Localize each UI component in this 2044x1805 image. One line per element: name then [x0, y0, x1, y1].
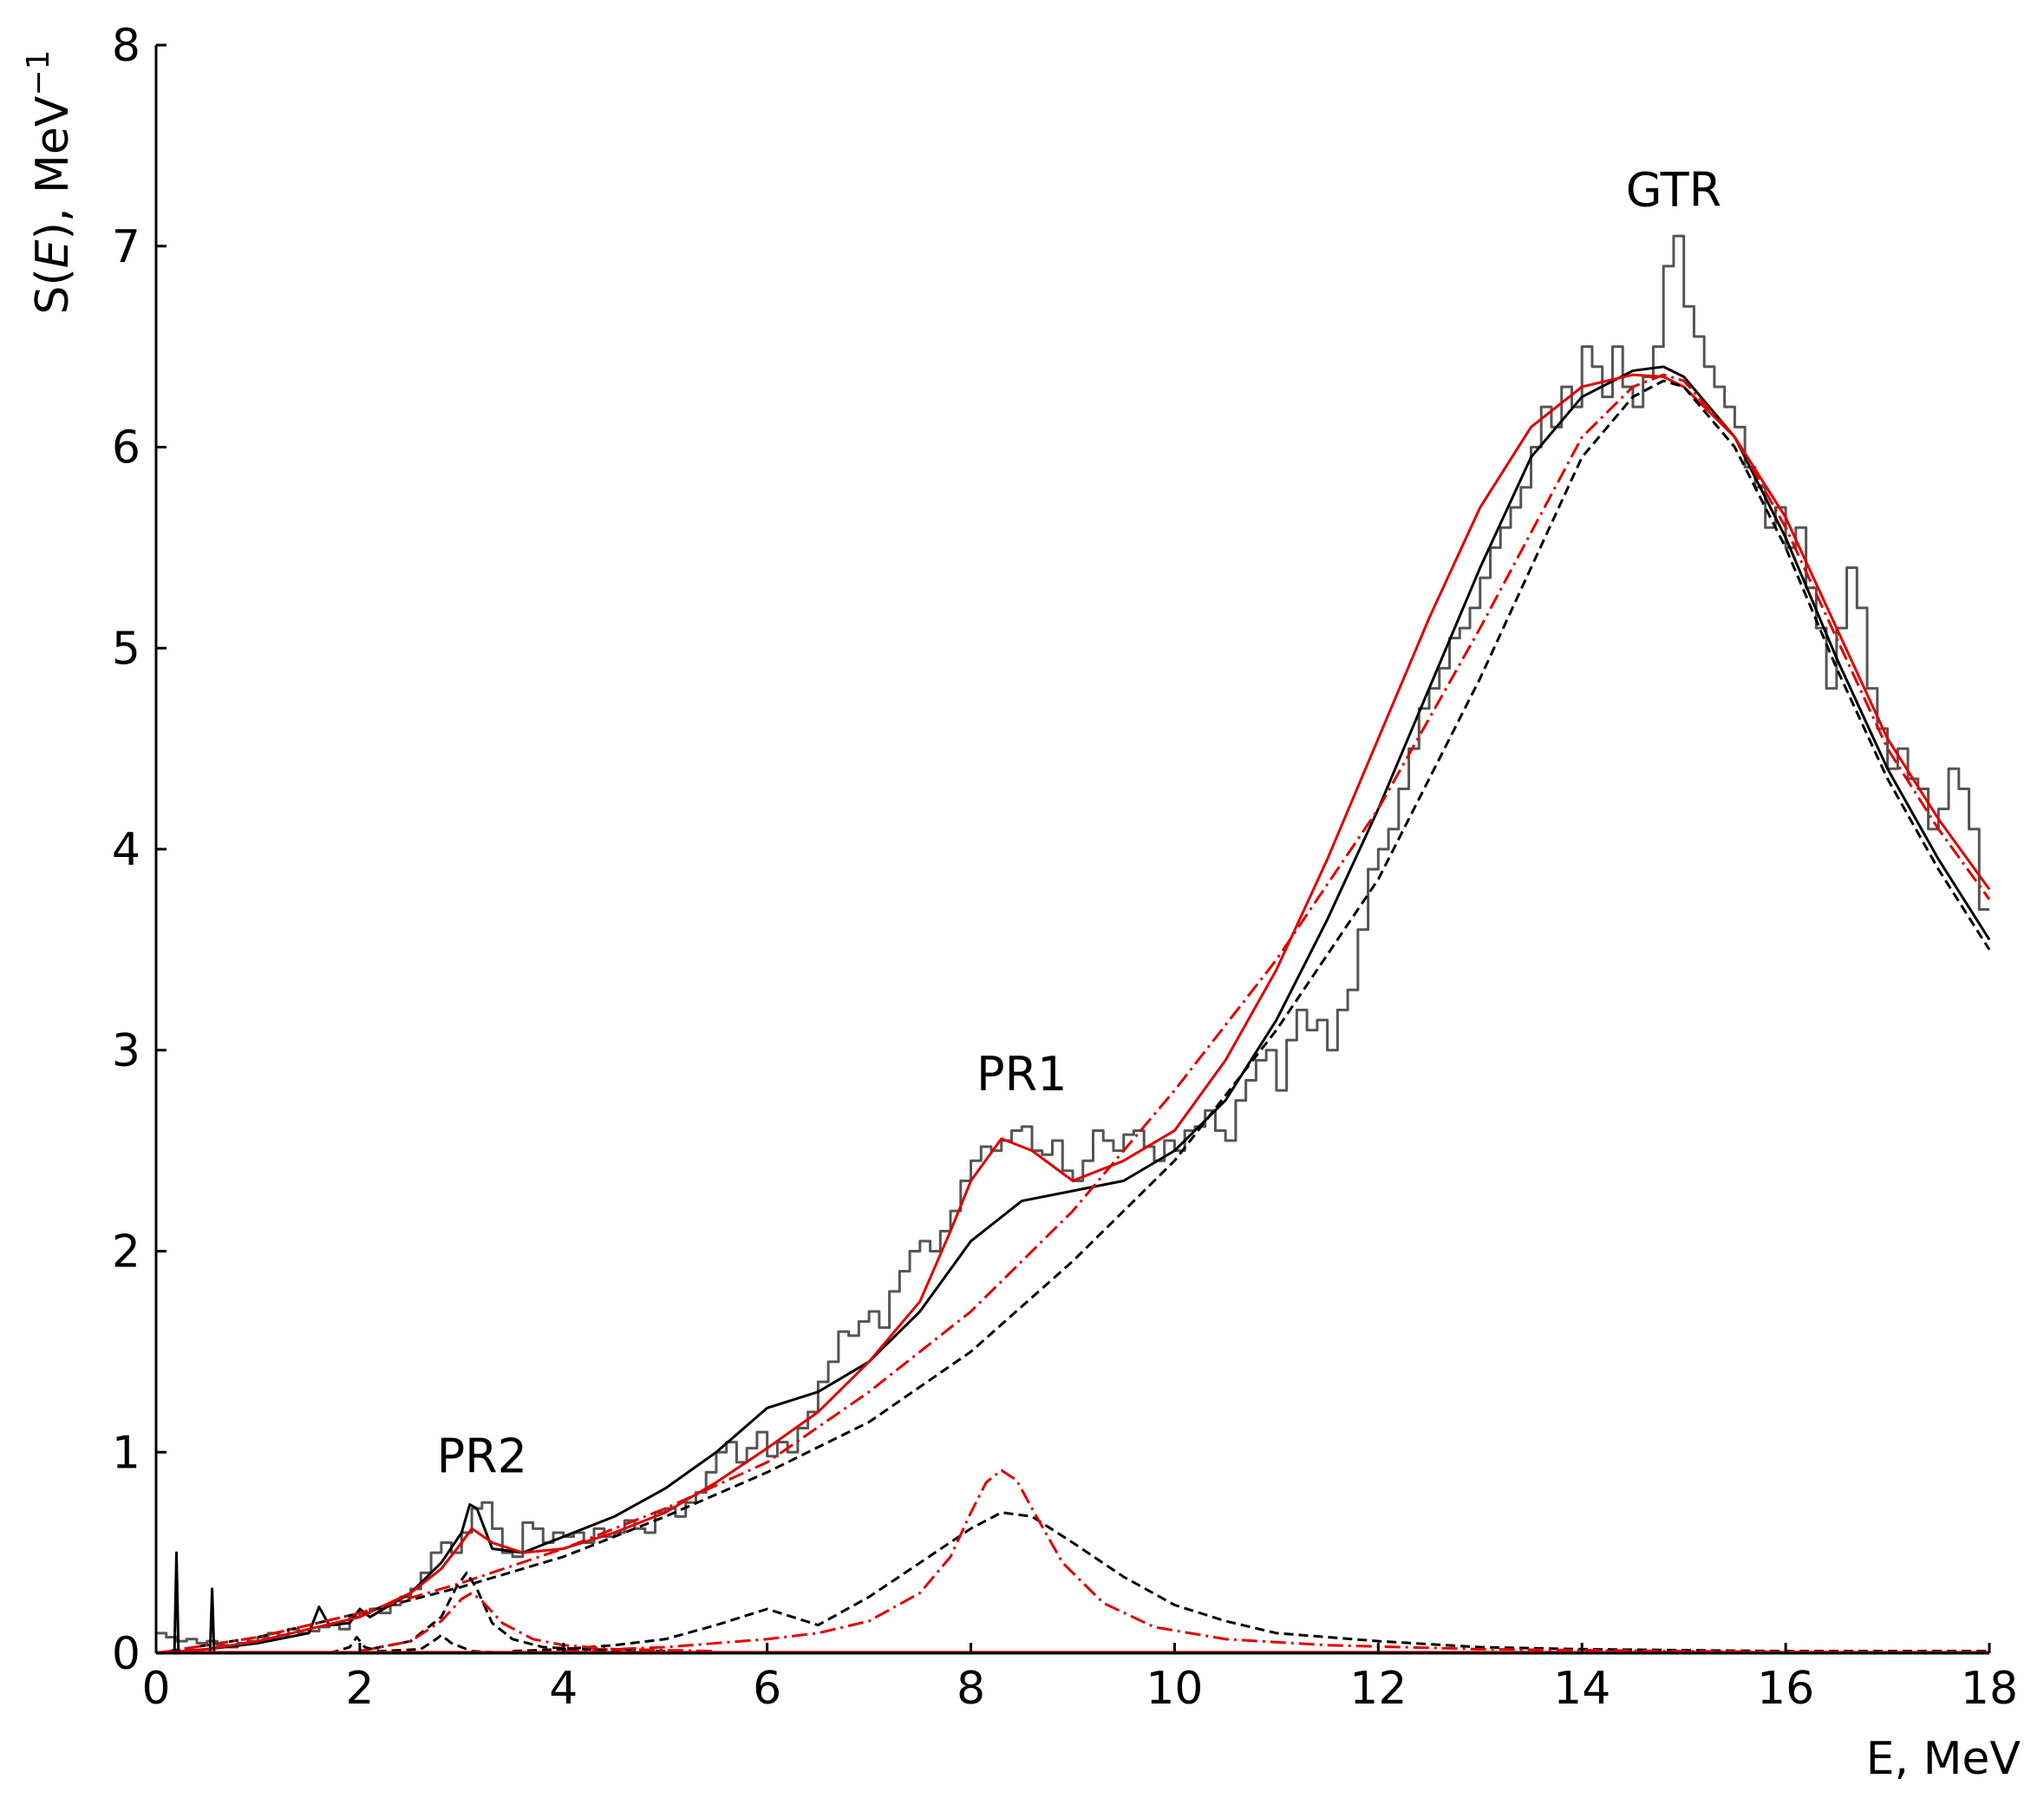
plot-area	[154, 234, 1991, 1655]
series-line-4	[155, 373, 1991, 1655]
series-line-0	[154, 234, 1989, 1653]
y-axis-label: S(E), MeV−1	[21, 49, 79, 314]
series-line-3	[155, 379, 1991, 1655]
x-tick-label: 10	[1146, 1663, 1203, 1715]
x-tick-label: 14	[1553, 1663, 1610, 1715]
y-axis-label-var: E	[27, 239, 79, 268]
annotations: GTR PR1 PR2	[437, 162, 1722, 1483]
series-line-7	[359, 1571, 666, 1653]
y-tick-label: 0	[112, 1628, 140, 1680]
series-line-1	[155, 365, 1991, 1655]
series-line-6	[563, 1468, 1990, 1655]
axes	[154, 45, 1989, 1655]
x-tick-label: 0	[141, 1663, 170, 1715]
x-axis-label: E, MeV	[1866, 1733, 2021, 1785]
y-ticks: 0 1 2 3 4 5 6 7 8	[112, 20, 167, 1680]
y-tick-label: 6	[112, 422, 140, 474]
annotation-label: PR2	[437, 1429, 527, 1483]
x-ticks: 0 2 4 6 8 10 12 14 16 18	[141, 1643, 2018, 1715]
x-tick-label: 2	[345, 1663, 374, 1715]
y-tick-label: 1	[112, 1427, 140, 1479]
y-axis-label-sup: −1	[21, 49, 56, 95]
y-tick-label: 5	[112, 623, 140, 675]
series-line-9	[329, 1633, 513, 1655]
x-tick-label: 4	[549, 1663, 578, 1715]
x-tick-label: 12	[1349, 1663, 1407, 1715]
y-tick-label: 7	[112, 221, 140, 273]
x-tick-label: 8	[957, 1663, 985, 1715]
y-tick-label: 4	[112, 824, 140, 876]
x-tick-label: 6	[753, 1663, 781, 1715]
x-tick-label: 18	[1961, 1663, 2018, 1715]
annotation-label: GTR	[1626, 162, 1721, 217]
x-tick-label: 16	[1757, 1663, 1814, 1715]
series-line-5	[512, 1511, 1989, 1653]
series-line-2	[155, 373, 1991, 1655]
y-tick-label: 2	[112, 1226, 140, 1279]
y-axis-label-suffix: ), MeV	[27, 95, 79, 239]
series-line-8	[359, 1591, 716, 1653]
y-tick-label: 3	[112, 1025, 140, 1077]
y-axis-label-prefix: S(	[27, 268, 79, 314]
annotation-label: PR1	[976, 1047, 1067, 1102]
y-tick-label: 8	[112, 20, 140, 72]
